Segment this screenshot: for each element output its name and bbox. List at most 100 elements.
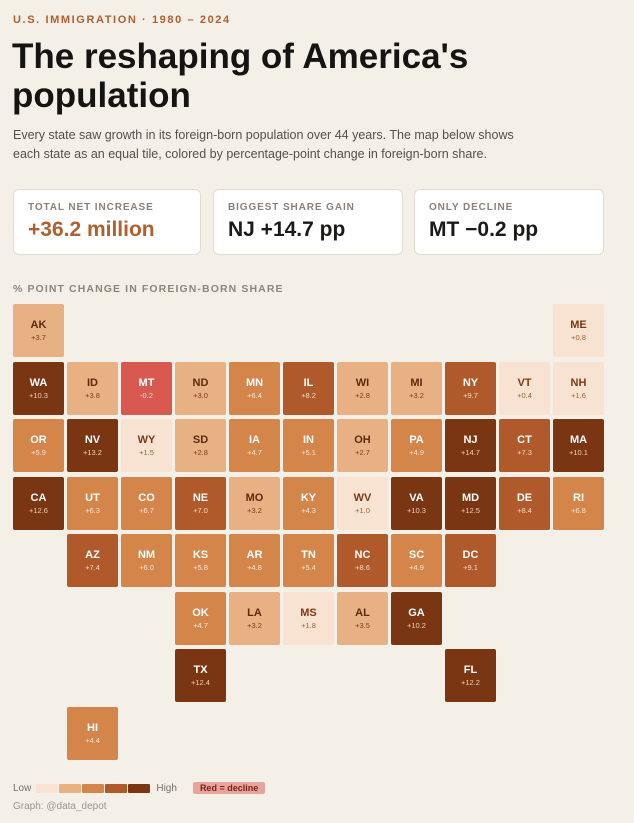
- state-tile-nj: NJ +14.7: [445, 419, 496, 472]
- state-tile-co: CO +6.7: [121, 477, 172, 530]
- state-tile-nd: ND +3.0: [175, 362, 226, 415]
- state-tile-ks: KS +5.8: [175, 534, 226, 587]
- state-value: +8.4: [517, 505, 532, 515]
- state-value: +1.6: [571, 390, 586, 400]
- state-abbr: IA: [249, 433, 260, 446]
- state-abbr: WA: [29, 376, 48, 389]
- state-value: +7.0: [193, 505, 208, 515]
- state-abbr: HI: [87, 721, 98, 734]
- state-value: +10.1: [569, 447, 588, 457]
- state-abbr: NH: [570, 376, 587, 389]
- state-tile-dc: DC +9.1: [445, 534, 496, 587]
- state-tile-ny: NY +9.7: [445, 362, 496, 415]
- state-value: +4.8: [247, 562, 262, 572]
- state-abbr: NC: [354, 548, 371, 561]
- state-value: +2.8: [355, 390, 370, 400]
- state-value: +14.7: [461, 447, 480, 457]
- state-tile-mi: MI +3.2: [391, 362, 442, 415]
- state-abbr: MA: [569, 433, 588, 446]
- state-tile-wa: WA +10.3: [13, 362, 64, 415]
- state-tile-ia: IA +4.7: [229, 419, 280, 472]
- state-tile-sd: SD +2.8: [175, 419, 226, 472]
- state-abbr: OR: [30, 433, 47, 446]
- state-abbr: MI: [410, 376, 423, 389]
- legend-low-label: Low: [13, 782, 32, 794]
- state-tile-ms: MS +1.8: [283, 592, 334, 645]
- state-tile-la: LA +3.2: [229, 592, 280, 645]
- state-tile-id: ID +3.8: [67, 362, 118, 415]
- state-tile-mt: MT -0.2: [121, 362, 172, 415]
- state-value: +9.7: [463, 390, 478, 400]
- state-abbr: OK: [192, 606, 209, 619]
- state-value: +8.2: [301, 390, 316, 400]
- state-abbr: SD: [192, 433, 209, 446]
- state-value: +2.7: [355, 447, 370, 457]
- state-abbr: ND: [192, 376, 209, 389]
- state-value: +3.7: [31, 332, 46, 342]
- state-abbr: AR: [246, 548, 263, 561]
- state-value: +5.9: [31, 447, 46, 457]
- state-value: +12.6: [29, 505, 48, 515]
- state-abbr: UT: [85, 491, 100, 504]
- state-tile-fl: FL +12.2: [445, 649, 496, 702]
- state-value: +4.4: [85, 735, 100, 745]
- state-tile-md: MD +12.5: [445, 477, 496, 530]
- page-title: The reshaping of America's population: [12, 37, 469, 115]
- state-abbr: AK: [30, 318, 47, 331]
- state-value: +3.5: [355, 620, 370, 630]
- legend-swatch: [128, 783, 151, 793]
- state-tile-nv: NV +13.2: [67, 419, 118, 472]
- state-value: +10.3: [29, 390, 48, 400]
- state-value: +5.4: [301, 562, 316, 572]
- state-tile-ok: OK +4.7: [175, 592, 226, 645]
- state-abbr: OH: [354, 433, 371, 446]
- state-tile-ga: GA +10.2: [391, 592, 442, 645]
- stat-value: MT −0.2 pp: [429, 218, 539, 241]
- state-tile-ar: AR +4.8: [229, 534, 280, 587]
- stat-card-total: TOTAL NET INCREASE +36.2 million: [13, 189, 201, 255]
- state-abbr: NJ: [463, 433, 478, 446]
- state-tile-mo: MO +3.2: [229, 477, 280, 530]
- state-abbr: NM: [137, 548, 156, 561]
- stat-value: +36.2 million: [28, 218, 155, 241]
- state-value: +10.3: [407, 505, 426, 515]
- state-tile-wy: WY +1.5: [121, 419, 172, 472]
- state-abbr: MO: [245, 491, 264, 504]
- state-abbr: NE: [192, 491, 209, 504]
- state-value: +4.9: [409, 447, 424, 457]
- state-tile-nc: NC +8.6: [337, 534, 388, 587]
- legend-swatch: [82, 783, 105, 793]
- state-tile-oh: OH +2.7: [337, 419, 388, 472]
- state-value: +1.8: [301, 620, 316, 630]
- state-value: +3.2: [247, 505, 262, 515]
- state-tile-nh: NH +1.6: [553, 362, 604, 415]
- state-tile-al: AL +3.5: [337, 592, 388, 645]
- state-abbr: GA: [408, 606, 425, 619]
- state-abbr: RI: [573, 491, 584, 504]
- legend-swatch: [105, 783, 128, 793]
- state-value: +0.8: [571, 332, 586, 342]
- state-abbr: IN: [303, 433, 314, 446]
- state-abbr: VA: [409, 491, 424, 504]
- state-abbr: DC: [462, 548, 479, 561]
- state-value: +1.0: [355, 505, 370, 515]
- state-value: +7.4: [85, 562, 100, 572]
- legend-decline-badge: Red = decline: [192, 782, 266, 794]
- stat-label: ONLY DECLINE: [429, 202, 514, 213]
- state-value: +0.4: [517, 390, 532, 400]
- state-abbr: WV: [353, 491, 372, 504]
- state-tile-ca: CA +12.6: [13, 477, 64, 530]
- state-value: +9.1: [463, 562, 478, 572]
- state-abbr: IL: [303, 376, 314, 389]
- map-section-label: % POINT CHANGE IN FOREIGN-BORN SHARE: [13, 283, 284, 295]
- state-tile-or: OR +5.9: [13, 419, 64, 472]
- state-tile-va: VA +10.3: [391, 477, 442, 530]
- state-abbr: TX: [193, 663, 208, 676]
- stat-label: BIGGEST SHARE GAIN: [228, 202, 355, 213]
- stat-card-only-decline: ONLY DECLINE MT −0.2 pp: [414, 189, 604, 255]
- state-value: +7.3: [517, 447, 532, 457]
- state-value: +3.2: [247, 620, 262, 630]
- state-abbr: VT: [517, 376, 532, 389]
- state-tile-me: ME +0.8: [553, 304, 604, 357]
- state-value: +4.7: [247, 447, 262, 457]
